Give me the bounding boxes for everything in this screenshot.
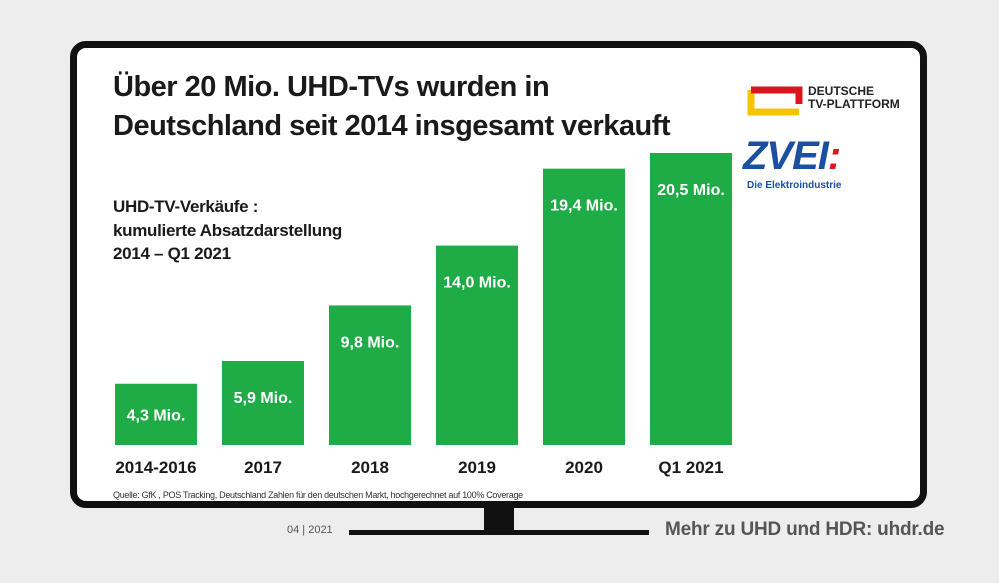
tv-base <box>349 530 649 535</box>
title-line-2: Deutschland seit 2014 insgesamt verkauft <box>113 110 671 142</box>
page-title: Über 20 Mio. UHD-TVs wurden in Deutschla… <box>113 68 713 146</box>
zvei-logo-text: ZVEI <box>743 134 829 178</box>
x-tick-label: 2020 <box>565 458 603 477</box>
data-label: 4,3 Mio. <box>127 407 186 424</box>
bar-2017 <box>222 360 304 445</box>
bar-2014-2016 <box>115 383 197 445</box>
x-tick-label: 2014-2016 <box>115 458 196 477</box>
x-tick-label: 2018 <box>351 458 389 477</box>
subtitle-line-2: kumulierte Absatzdarstellung <box>113 220 343 240</box>
subtitle-line-3: 2014 – Q1 2021 <box>113 244 231 263</box>
x-tick-label: 2017 <box>244 458 282 477</box>
zvei-logo-colon: : <box>827 134 841 178</box>
bar-2018 <box>329 305 411 445</box>
footer-link-text: Mehr zu UHD und HDR: uhdr.de <box>665 519 945 540</box>
dtv-logo-line-1: DEUTSCHE <box>808 84 875 98</box>
source-note: Quelle: GfK , POS Tracking, Deutschland … <box>113 490 523 500</box>
chart-subtitle: UHD-TV-Verkäufe : kumulierte Absatzdarst… <box>113 195 342 266</box>
data-label: 9,8 Mio. <box>341 334 400 351</box>
subtitle-line-1: UHD-TV-Verkäufe : <box>113 197 259 216</box>
dtv-logo-line-2: TV-PLATTFORM <box>808 97 900 111</box>
zvei-logo: ZVEI: <box>743 134 841 178</box>
bar-chart: 4,3 Mio. 2014-2016 5,9 Mio. 2017 9,8 Mio. 201… <box>115 153 732 477</box>
x-tick-label: Q1 2021 <box>658 458 723 477</box>
bar-q1-2021 <box>650 153 732 445</box>
tv-stand <box>484 508 514 530</box>
data-label: 19,4 Mio. <box>550 198 618 215</box>
x-tick-label: 2019 <box>458 458 496 477</box>
date-label: 04 | 2021 <box>287 524 333 536</box>
bar-2019 <box>436 245 518 445</box>
zvei-logo-subtitle: Die Elektroindustrie <box>747 180 842 191</box>
tv-frame: Über 20 Mio. UHD-TVs wurden in Deutschla… <box>70 41 927 508</box>
data-label: 5,9 Mio. <box>234 390 293 407</box>
title-line-1: Über 20 Mio. UHD-TVs wurden in <box>113 71 550 103</box>
data-label: 20,5 Mio. <box>657 182 725 199</box>
deutsche-tv-plattform-logo <box>747 86 803 116</box>
bar-2020 <box>543 168 625 446</box>
dtv-logo-text: DEUTSCHE TV-PLATTFORM <box>808 85 900 111</box>
data-label: 14,0 Mio. <box>443 275 511 292</box>
